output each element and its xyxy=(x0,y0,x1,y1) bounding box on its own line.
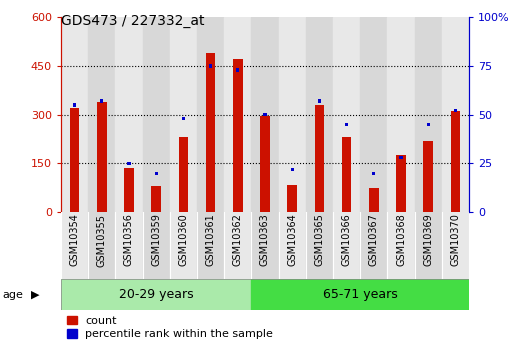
Bar xyxy=(197,17,224,212)
Bar xyxy=(251,17,279,212)
Bar xyxy=(387,212,414,279)
Bar xyxy=(263,113,267,116)
Text: GSM10360: GSM10360 xyxy=(179,214,188,266)
Text: 20-29 years: 20-29 years xyxy=(119,288,193,301)
Bar xyxy=(360,17,387,212)
Bar xyxy=(318,99,321,103)
Text: age: age xyxy=(3,290,23,299)
Bar xyxy=(88,17,116,212)
Bar xyxy=(152,186,161,212)
Bar xyxy=(236,68,240,71)
Bar xyxy=(442,17,469,212)
Text: 65-71 years: 65-71 years xyxy=(323,288,398,301)
Bar xyxy=(279,212,306,279)
Bar xyxy=(306,212,333,279)
Bar xyxy=(372,171,375,175)
Bar xyxy=(73,104,76,107)
Bar xyxy=(427,123,430,126)
Bar xyxy=(414,212,442,279)
Bar xyxy=(333,17,360,212)
Bar xyxy=(182,117,185,120)
Bar xyxy=(360,212,387,279)
Text: GSM10368: GSM10368 xyxy=(396,214,406,266)
Bar xyxy=(197,212,224,279)
Bar xyxy=(170,212,197,279)
Bar xyxy=(450,111,460,212)
Text: GSM10356: GSM10356 xyxy=(124,214,134,266)
Bar xyxy=(143,17,170,212)
Bar xyxy=(287,185,297,212)
Bar xyxy=(396,155,406,212)
Bar xyxy=(224,17,251,212)
Bar xyxy=(251,212,279,279)
Text: GSM10361: GSM10361 xyxy=(206,214,216,266)
Bar xyxy=(233,59,243,212)
Bar xyxy=(61,212,88,279)
Text: GSM10363: GSM10363 xyxy=(260,214,270,266)
Text: GSM10369: GSM10369 xyxy=(423,214,433,266)
Bar xyxy=(116,212,143,279)
Bar xyxy=(116,17,143,212)
Text: GSM10362: GSM10362 xyxy=(233,214,243,266)
Bar xyxy=(143,212,170,279)
Bar xyxy=(290,168,294,171)
Bar xyxy=(333,212,360,279)
Text: GSM10370: GSM10370 xyxy=(450,214,461,266)
Bar xyxy=(100,99,103,103)
Bar xyxy=(279,17,306,212)
Bar xyxy=(345,123,348,126)
Bar xyxy=(97,102,107,212)
Bar xyxy=(442,212,469,279)
Bar xyxy=(88,212,116,279)
Bar xyxy=(423,141,433,212)
Text: GSM10354: GSM10354 xyxy=(69,214,80,266)
Bar xyxy=(342,137,351,212)
Bar xyxy=(127,162,130,165)
Bar xyxy=(369,188,378,212)
Bar xyxy=(251,279,469,310)
Bar xyxy=(454,109,457,112)
Bar xyxy=(61,17,88,212)
Text: GSM10366: GSM10366 xyxy=(342,214,351,266)
Bar xyxy=(155,171,158,175)
Bar xyxy=(260,116,270,212)
Bar xyxy=(61,279,251,310)
Bar xyxy=(124,168,134,212)
Bar xyxy=(224,212,251,279)
Bar xyxy=(400,156,403,159)
Bar xyxy=(170,17,197,212)
Bar xyxy=(315,105,324,212)
Bar xyxy=(70,108,80,212)
Legend: count, percentile rank within the sample: count, percentile rank within the sample xyxy=(66,316,273,339)
Text: GSM10367: GSM10367 xyxy=(369,214,379,266)
Text: GSM10355: GSM10355 xyxy=(97,214,107,267)
Bar xyxy=(209,65,212,68)
Bar xyxy=(306,17,333,212)
Bar xyxy=(387,17,414,212)
Text: ▶: ▶ xyxy=(31,290,39,299)
Bar xyxy=(179,137,188,212)
Bar xyxy=(414,17,442,212)
Text: GSM10359: GSM10359 xyxy=(151,214,161,266)
Bar xyxy=(206,53,215,212)
Text: GSM10365: GSM10365 xyxy=(314,214,324,266)
Text: GSM10364: GSM10364 xyxy=(287,214,297,266)
Text: GDS473 / 227332_at: GDS473 / 227332_at xyxy=(61,14,205,28)
